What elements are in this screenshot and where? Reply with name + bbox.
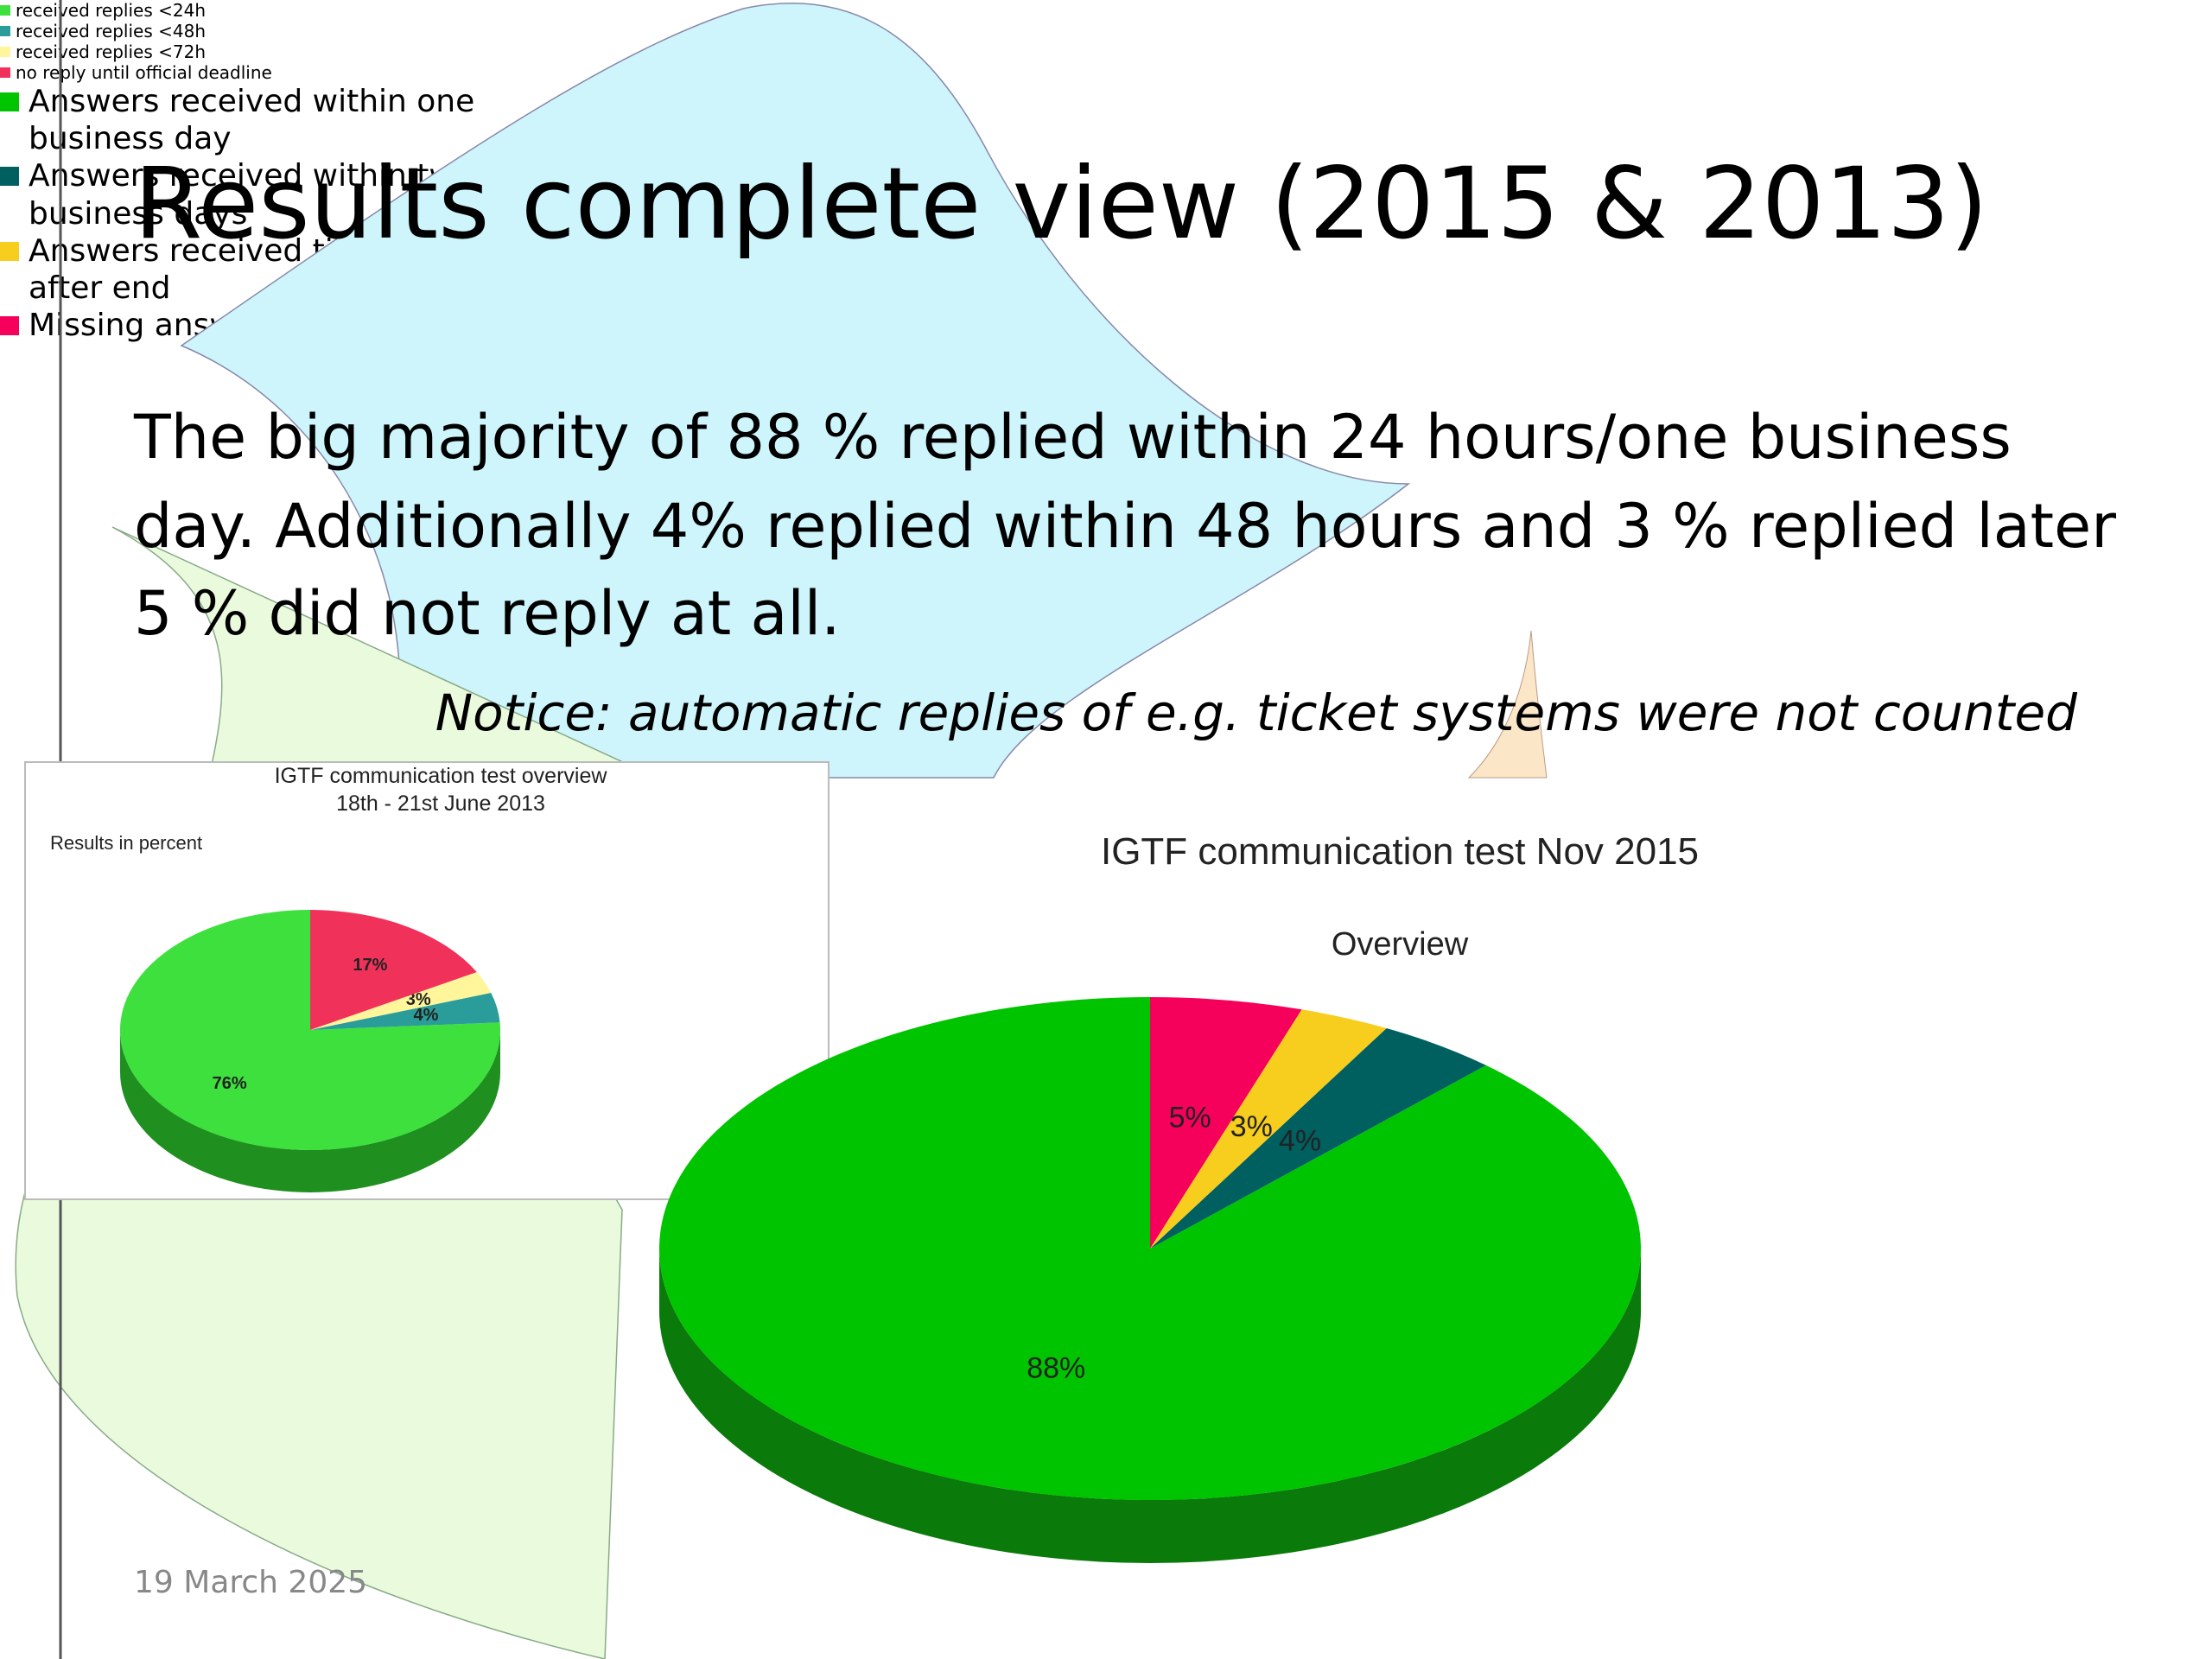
- data-label: 88%: [1027, 1352, 1085, 1385]
- legend-item: received replies <24h: [0, 0, 276, 21]
- legend-swatch: [0, 26, 10, 36]
- pie-slice: [310, 972, 492, 1030]
- legend-swatch: [0, 67, 10, 78]
- legend-item: Answers received within one business day: [0, 83, 484, 157]
- pie-slice: [1150, 997, 1302, 1249]
- pie-slice: [310, 910, 477, 1030]
- chart-subtitle: 18th - 21st June 2013: [336, 791, 545, 816]
- legend-swatch: [0, 92, 19, 111]
- body-text: The big majority of 88 % replied within …: [133, 402, 2012, 473]
- chart-annotation: Results in percent: [50, 832, 202, 854]
- data-label: 4%: [414, 1006, 439, 1025]
- chart-title: IGTF communication test overview: [275, 764, 608, 788]
- data-label: 76%: [213, 1074, 247, 1093]
- date: 19 March 2025: [134, 1565, 367, 1600]
- pie-slice: [1150, 1027, 1486, 1249]
- legend-item: Answers received within two business day…: [0, 157, 484, 232]
- legend: received replies <24h received replies <4…: [0, 0, 276, 83]
- body-text: day. Additionally 4% replied within 48 h…: [134, 491, 2116, 562]
- legend-label: received replies <48h: [16, 21, 206, 41]
- data-label: 4%: [1279, 1125, 1321, 1158]
- pie-slice: [119, 910, 500, 1150]
- legend-label: Answers received within one business day: [29, 84, 475, 157]
- legend-swatch: [0, 5, 10, 16]
- legend-label: no reply until official deadline: [16, 62, 272, 83]
- notice: Notice: automatic replies of e.g. ticket…: [435, 683, 2078, 742]
- pie-slice: [310, 993, 500, 1030]
- legend-item: received replies <72h: [0, 41, 276, 62]
- legend-label: received replies <72h: [16, 41, 206, 62]
- legend-item: received replies <48h: [0, 21, 276, 41]
- legend-label: received replies <24h: [16, 0, 206, 21]
- pie-slice: [1150, 1009, 1387, 1249]
- legend-swatch: [0, 241, 19, 261]
- pie-depth: [120, 1030, 500, 1192]
- legend-swatch: [0, 167, 19, 187]
- legend-swatch: [0, 47, 10, 57]
- legend-label: Answers received within two business day…: [29, 158, 474, 232]
- data-label: 3%: [406, 990, 431, 1009]
- data-label: 5%: [1169, 1102, 1211, 1135]
- legend-item: no reply until official deadline: [0, 62, 276, 83]
- background-shape: [1467, 630, 1548, 779]
- chart-title: IGTF communication test Nov 2015: [1101, 830, 1699, 873]
- pie-depth: [659, 1249, 1641, 1563]
- legend-swatch: [0, 315, 19, 335]
- data-label: 17%: [353, 956, 387, 975]
- data-label: 3%: [1230, 1110, 1273, 1143]
- body-text: 5 % did not reply at all.: [134, 578, 841, 649]
- chart-subtitle: Overview: [1332, 926, 1469, 963]
- slide-title: Results complete view (2015 & 2013): [134, 146, 1988, 261]
